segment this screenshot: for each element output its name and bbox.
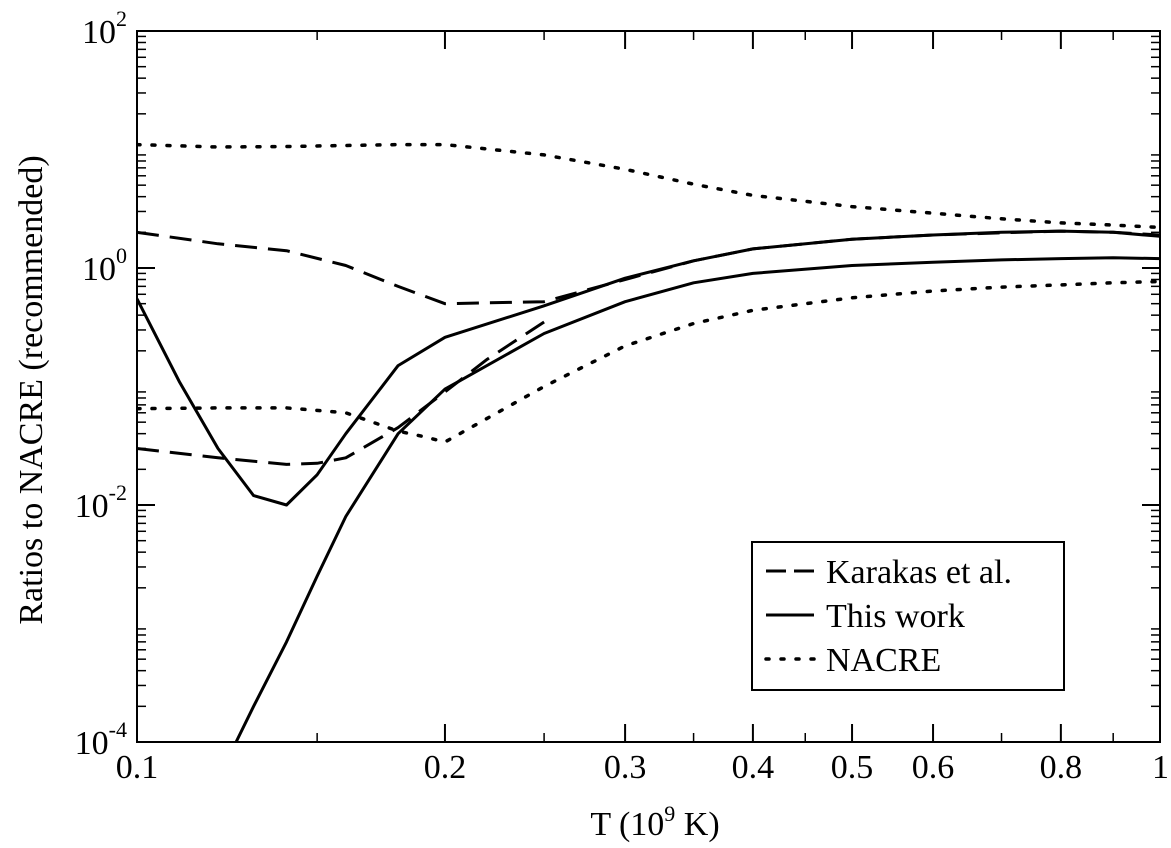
y-tick-label: 10-2 — [75, 480, 127, 525]
series-line-solid-3 — [234, 256, 1160, 742]
y-tick-label: 102 — [82, 6, 127, 51]
x-tick-label: 0.6 — [912, 749, 955, 786]
series-line-solid-2 — [137, 229, 1160, 507]
tick-labels: 0.1 0.2 0.3 0.4 0.5 0.6 0.8 1 10-4 10-2 100 102 — [75, 6, 1169, 786]
x-tick-label: 1 — [1152, 749, 1169, 786]
series-line-dotted-5 — [137, 279, 1160, 444]
x-tick-label: 0.3 — [604, 749, 647, 786]
legend-label: NACRE — [826, 642, 941, 679]
plot-frame — [136, 30, 1161, 743]
y-tick-label: 100 — [82, 243, 127, 288]
legend-label: This work — [826, 598, 965, 635]
x-tick-label: 0.2 — [424, 749, 467, 786]
plot-area-border — [136, 30, 1161, 743]
x-tick-label: 0.1 — [116, 749, 159, 786]
legend: Karakas et al. This work NACRE — [751, 541, 1065, 691]
y-axis-label: Ratios to NACRE (recommended) — [13, 155, 50, 624]
x-tick-label: 0.8 — [1040, 749, 1083, 786]
x-tick-label: 0.5 — [831, 749, 874, 786]
x-tick-label: 0.4 — [732, 749, 775, 786]
legend-label: Karakas et al. — [826, 554, 1012, 591]
axis-ticks — [136, 30, 1161, 743]
series-line-dotted-4 — [137, 142, 1160, 230]
y-tick-label: 10-4 — [75, 717, 127, 762]
series-line-dashed-0 — [137, 229, 1160, 306]
series-line-dashed-1 — [137, 320, 545, 466]
series-layer — [137, 142, 1160, 742]
x-axis-label: T (109 K) — [590, 801, 719, 843]
